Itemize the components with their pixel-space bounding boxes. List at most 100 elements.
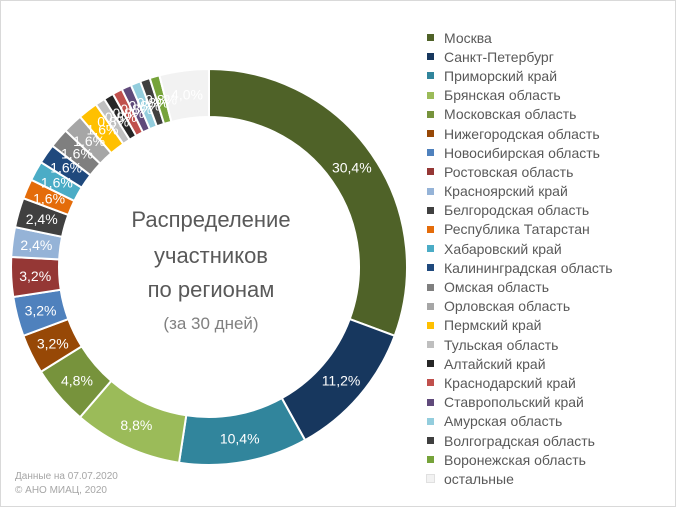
legend-label: Нижегородская область — [444, 125, 600, 142]
legend-label: Ставропольский край — [444, 394, 584, 411]
legend-label: Калининградская область — [444, 259, 613, 276]
legend-swatch — [427, 417, 434, 425]
slice-label-19: 0,8% — [112, 105, 144, 121]
slice-label-1: 30,4% — [332, 160, 372, 176]
legend-item: остальные — [426, 469, 613, 488]
legend-swatch — [427, 437, 434, 445]
slice-label-15: 1,6% — [73, 133, 105, 149]
center-title-line3: по регионам — [147, 277, 275, 302]
legend-item: Приморский край — [427, 66, 613, 85]
legend-label: Брянская область — [444, 87, 561, 104]
legend-item: Новосибирская область — [427, 143, 613, 162]
legend-item: Алтайский край — [427, 354, 613, 373]
legend-item: Тульская область — [427, 335, 613, 354]
slice-label-11: 1,6% — [33, 190, 65, 206]
center-title-line1: Распределение — [131, 207, 291, 232]
legend-label: Республика Татарстан — [444, 221, 590, 238]
slice-label-21: 0,8% — [128, 97, 160, 113]
slice-label-17: 0,8% — [97, 114, 129, 130]
legend-swatch — [427, 456, 434, 464]
slice-label-3: 10,4% — [220, 430, 260, 446]
legend-label: Приморский край — [444, 67, 558, 84]
legend-item: Московская область — [427, 105, 613, 124]
slice-label-22: 0,8% — [137, 94, 169, 110]
legend-label: Омская область — [444, 279, 550, 296]
legend-label: Воронежская область — [444, 451, 586, 468]
legend-swatch — [427, 149, 434, 157]
legend-label: Алтайский край — [444, 355, 546, 372]
legend-swatch — [427, 34, 434, 42]
legend-swatch — [427, 53, 434, 61]
legend-label: Москва — [444, 29, 492, 46]
legend-label: Санкт-Петербург — [444, 48, 554, 65]
legend-swatch — [427, 245, 434, 253]
legend-item: Воронежская область — [427, 450, 613, 469]
slice-label-24: 4,0% — [171, 86, 203, 102]
legend-item: Орловская область — [427, 297, 613, 316]
legend-item: Ростовская область — [427, 162, 613, 181]
legend-swatch — [427, 379, 434, 387]
legend-item: Нижегородская область — [427, 124, 613, 143]
legend-label: Амурская область — [444, 413, 563, 430]
slice-label-12: 1,6% — [41, 175, 73, 191]
legend-swatch — [427, 72, 434, 80]
legend-item: Санкт-Петербург — [427, 47, 613, 66]
legend-swatch — [427, 110, 434, 118]
slice-label-16: 1,6% — [87, 121, 119, 137]
legend-item: Амурская область — [427, 412, 613, 431]
legend-swatch — [427, 91, 434, 99]
legend-label: остальные — [444, 470, 514, 487]
center-subtitle: (за 30 дней) — [163, 314, 259, 333]
legend-swatch — [427, 321, 434, 329]
legend-swatch — [427, 341, 434, 349]
slice-label-18: 0,8% — [105, 109, 137, 125]
legend-swatch — [427, 360, 434, 368]
legend-item: Ставропольский край — [427, 393, 613, 412]
slice-label-9: 2,4% — [20, 237, 52, 253]
legend-item: Брянская область — [427, 86, 613, 105]
footer-date: Данные на 07.07.2020 — [15, 471, 118, 482]
legend-label: Красноярский край — [444, 183, 568, 200]
legend-swatch — [427, 264, 434, 272]
legend-swatch — [427, 225, 434, 233]
legend-item: Республика Татарстан — [427, 220, 613, 239]
legend-label: Белгородская область — [444, 202, 590, 219]
legend-label: Краснодарский край — [444, 374, 576, 391]
legend-item: Пермский край — [427, 316, 613, 335]
footer-copyright: © АНО МИАЦ, 2020 — [15, 485, 107, 496]
legend-label: Тульская область — [444, 336, 559, 353]
slice-label-23: 0,8% — [145, 92, 177, 108]
slice-label-8: 3,2% — [19, 268, 51, 284]
legend-item: Белгородская область — [427, 201, 613, 220]
legend-label: Московская область — [444, 106, 577, 123]
legend-label: Ростовская область — [444, 163, 574, 180]
legend-swatch — [427, 283, 434, 291]
legend-item: Волгоградская область — [427, 431, 613, 450]
donut-slice-24 — [158, 67, 210, 124]
legend-swatch — [427, 398, 434, 406]
legend-item: Омская область — [427, 277, 613, 296]
legend-label: Новосибирская область — [444, 144, 600, 161]
slice-label-20: 0,8% — [120, 101, 152, 117]
legend-label: Хабаровский край — [444, 240, 562, 257]
legend: Москва Санкт-Петербург Приморский край Брян… — [426, 28, 613, 489]
legend-swatch — [426, 474, 435, 484]
legend-swatch — [427, 130, 434, 138]
legend-label: Пермский край — [444, 317, 542, 334]
slice-label-2: 11,2% — [322, 372, 361, 388]
slice-label-4: 8,8% — [120, 417, 152, 433]
slice-label-10: 2,4% — [26, 211, 58, 227]
legend-swatch — [427, 206, 434, 214]
legend-item: Краснодарский край — [427, 373, 613, 392]
legend-item: Красноярский край — [427, 182, 613, 201]
legend-swatch — [427, 302, 434, 310]
legend-swatch — [427, 187, 434, 195]
legend-label: Орловская область — [444, 298, 571, 315]
legend-item: Москва — [427, 28, 613, 47]
slice-label-13: 1,6% — [50, 160, 82, 176]
legend-label: Волгоградская область — [444, 432, 595, 449]
donut-chart: 30,4% 11,2% 10,4% 8,8% 4,8% 3,2% 3,2% 3,2% 2,4% 2… — [10, 67, 408, 466]
slice-label-5: 4,8% — [61, 372, 93, 388]
legend-item: Калининградская область — [427, 258, 613, 277]
